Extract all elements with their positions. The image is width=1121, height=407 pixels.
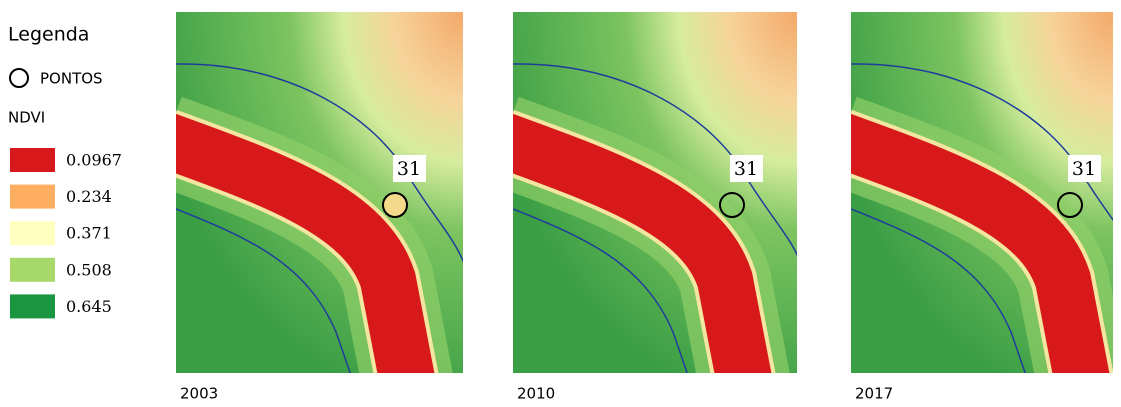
map-panel: [166, 12, 468, 384]
point-label: 31: [397, 158, 421, 180]
point-label: 31: [1072, 158, 1096, 180]
legend-title: Legenda: [8, 24, 89, 46]
points-label: PONTOS: [40, 70, 103, 88]
legend-swatch: [10, 294, 55, 318]
point-marker: [383, 193, 407, 217]
panels: 31 2003 31 2010 31 2017: [166, 12, 1121, 403]
legend-label: 0.234: [66, 187, 112, 206]
legend-label: 0.645: [66, 297, 112, 316]
point-symbol: [10, 69, 28, 87]
year-label: 2017: [855, 385, 893, 403]
point-label: 31: [734, 158, 758, 180]
year-label: 2010: [517, 385, 555, 403]
legend-label: 0.371: [66, 224, 112, 243]
ndvi-label: NDVI: [8, 109, 45, 127]
map-panel: [503, 12, 805, 384]
legend-label: 0.508: [66, 260, 112, 279]
legend-label: 0.0967: [66, 151, 122, 170]
figure: Legenda PONTOS NDVI 0.0967 0.234 0.371 0.50…: [0, 0, 1121, 403]
legend-swatch: [10, 221, 55, 245]
legend-swatch: [10, 148, 55, 172]
legend-swatch: [10, 185, 55, 209]
legend-swatch: [10, 258, 55, 282]
legend-items: 0.0967 0.234 0.371 0.508 0.645: [10, 148, 122, 318]
year-label: 2003: [180, 385, 218, 403]
